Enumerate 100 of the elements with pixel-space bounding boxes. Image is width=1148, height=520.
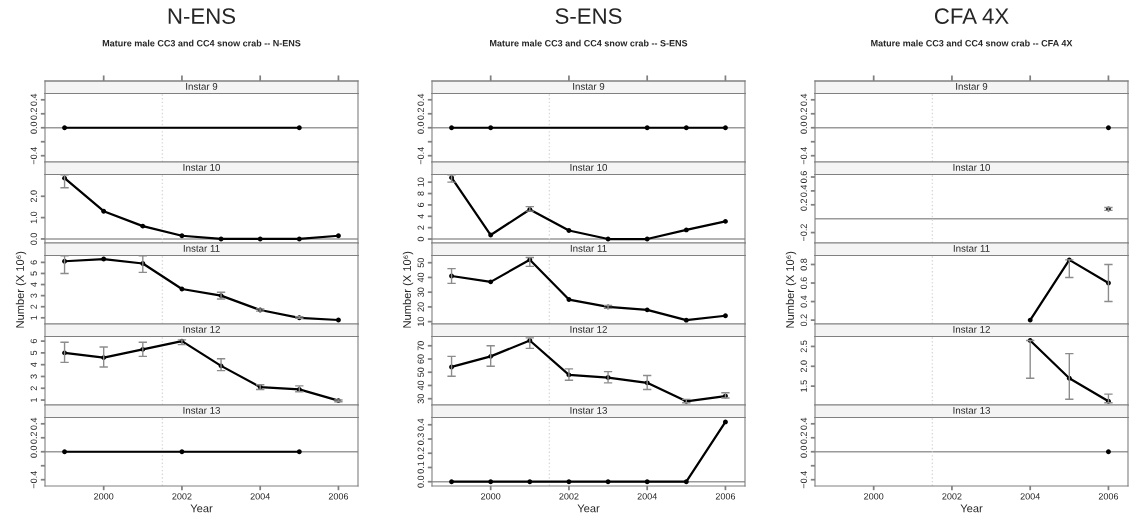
y-tick-label: 2 — [30, 386, 37, 391]
chart-title: Instar 10 — [570, 163, 608, 171]
y-tick-label: 30 — [417, 394, 424, 404]
y-tick-label: 0.0 — [30, 121, 37, 134]
x-tick-label: 2002 — [942, 493, 962, 500]
y-axis-title: Number (X 10⁶) — [15, 251, 27, 328]
x-tick-label: 2006 — [715, 493, 736, 500]
y-tick-label: 1 — [30, 315, 37, 320]
y-tick-label: 10 — [417, 177, 424, 187]
x-tick-label: 2000 — [94, 493, 114, 500]
text: CFA 4X — [934, 8, 1009, 24]
y-tick-label: 0.2 — [800, 107, 807, 120]
y-tick-label: 4 — [30, 362, 37, 367]
x-tick-label: 2006 — [1098, 493, 1119, 500]
y-tick-label: 10 — [417, 316, 424, 326]
y-tick-label: 1 — [30, 397, 37, 402]
y-tick-label: 2.0 — [30, 190, 37, 203]
y-tick-label: 3 — [30, 293, 37, 298]
chart-title: Instar 11 — [570, 245, 607, 252]
chart-title: Instar 9 — [956, 82, 988, 90]
y-axis-title: Number (X 10⁶) — [402, 251, 414, 328]
chart-title: Instar 13 — [183, 406, 220, 414]
y-tick-label: 0.2 — [30, 431, 37, 444]
x-tick-label: 2006 — [328, 493, 349, 500]
y-tick-label: 0.3 — [417, 433, 424, 445]
y-tick-label: 5 — [30, 350, 37, 356]
y-tick-label: 5 — [30, 271, 37, 276]
y-tick-label: 0.2 — [30, 107, 37, 120]
y-tick-label: 0.4 — [417, 418, 424, 431]
y-tick-label: 0.6 — [800, 171, 807, 183]
y-tick-label: 0 — [417, 236, 424, 242]
y-tick-label: −0.4 — [30, 147, 37, 165]
chart-title: Instar 9 — [186, 82, 218, 90]
x-tick-label: 2004 — [637, 493, 657, 500]
y-tick-label: 2.5 — [800, 340, 807, 353]
text: Mature male CC3 and CC4 snow crab -- N-ENS — [102, 39, 301, 47]
y-tick-label: 0.2 — [800, 431, 807, 444]
y-tick-label: 6 — [30, 338, 37, 344]
y-tick-label: 0.0 — [30, 233, 37, 245]
text: N-ENS — [168, 8, 236, 24]
y-tick-label: 6 — [30, 260, 37, 265]
y-tick-label: 2 — [417, 225, 424, 230]
text: Mature male CC3 and CC4 snow crab -- S-ENS — [490, 39, 688, 47]
y-tick-label: −0.4 — [30, 471, 37, 489]
y-tick-label: 2 — [30, 304, 37, 309]
y-tick-label: 3 — [30, 374, 37, 379]
y-tick-label: 1.5 — [800, 380, 807, 392]
y-tick-label: 4 — [417, 214, 424, 219]
y-tick-label: 0.0 — [800, 445, 807, 458]
y-tick-label: −0.2 — [800, 224, 807, 242]
y-tick-label: 0.6 — [800, 277, 807, 289]
y-tick-label: 0.0 — [417, 475, 424, 488]
y-tick-label: 0.4 — [417, 93, 424, 106]
y-tick-label: 70 — [417, 341, 424, 351]
y-tick-label: 0.0 — [417, 121, 424, 134]
y-tick-label: 2.0 — [800, 360, 807, 373]
x-tick-label: 2002 — [172, 493, 192, 500]
y-tick-label: 0.4 — [800, 417, 807, 430]
y-tick-label: 0.4 — [30, 417, 37, 430]
y-tick-label: −0.4 — [800, 471, 807, 489]
y-tick-label: 4 — [30, 282, 37, 287]
y-tick-label: 0.2 — [417, 447, 424, 460]
y-tick-label: 1.0 — [30, 211, 37, 224]
text: S-ENS — [555, 8, 622, 24]
x-tick-label: 2004 — [1020, 493, 1040, 500]
x-tick-label: 2004 — [250, 493, 270, 500]
chart-title: Instar 11 — [953, 245, 990, 252]
x-tick-label: 2000 — [481, 493, 501, 500]
chart-title: Instar 13 — [570, 406, 607, 414]
x-axis-title: Year — [190, 504, 213, 513]
y-tick-label: 0.4 — [800, 184, 807, 197]
y-axis-title: Number (X 10⁶) — [785, 251, 797, 328]
y-tick-label: 0.2 — [417, 107, 424, 120]
y-tick-label: 0.4 — [800, 295, 807, 308]
y-tick-label: 0.0 — [800, 121, 807, 134]
y-tick-label: 50 — [417, 258, 424, 268]
x-axis-title: Year — [960, 504, 983, 513]
y-tick-label: 20 — [417, 302, 424, 312]
y-tick-label: −0.4 — [417, 147, 424, 165]
text: Mature male CC3 and CC4 snow crab -- CFA 4X — [871, 39, 1073, 47]
chart-title: Instar 12 — [570, 325, 607, 333]
y-tick-label: 40 — [417, 380, 424, 391]
chart-title: Instar 10 — [183, 163, 221, 171]
x-axis-title: Year — [577, 504, 600, 513]
y-tick-label: 60 — [417, 354, 424, 364]
chart-title: Instar 10 — [953, 163, 991, 171]
y-tick-label: 50 — [417, 367, 424, 377]
y-tick-label: 0.0 — [30, 445, 37, 458]
chart-title: Instar 9 — [573, 82, 605, 90]
x-tick-label: 2002 — [559, 493, 579, 500]
y-tick-label: 0.8 — [800, 258, 807, 271]
y-tick-label: 0.4 — [30, 93, 37, 106]
y-tick-label: 8 — [417, 191, 424, 196]
y-tick-label: −0.4 — [800, 147, 807, 165]
x-tick-label: 2000 — [864, 493, 884, 500]
y-tick-label: 6 — [417, 202, 424, 207]
y-tick-label: 0.4 — [800, 93, 807, 106]
y-tick-label: 30 — [417, 287, 424, 297]
y-tick-label: 0.2 — [800, 198, 807, 211]
chart-title: Instar 11 — [183, 245, 220, 252]
